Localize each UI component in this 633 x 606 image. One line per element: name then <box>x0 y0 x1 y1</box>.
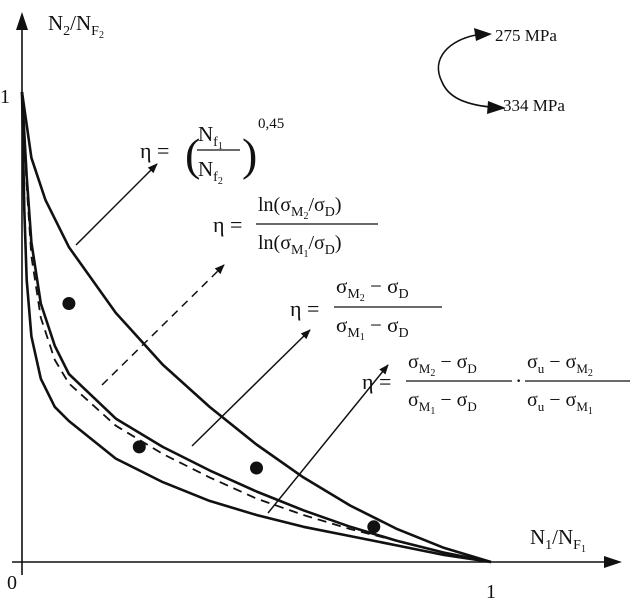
arrow-formula-1 <box>75 163 158 246</box>
formula-3: η = σM2 − σD σM1 − σD <box>290 274 442 343</box>
data-point-3 <box>250 461 263 475</box>
y-axis-label: N2/NF2 <box>48 11 104 41</box>
formula-1-paren-left: ( <box>185 129 200 180</box>
svg-text:σM2 − σD: σM2 − σD <box>408 351 477 379</box>
x-axis-label: N1/NF1 <box>530 525 586 555</box>
curves-group <box>20 91 492 564</box>
svg-text:·: · <box>515 368 522 393</box>
arrow-formula-2 <box>101 264 225 386</box>
curve-3 <box>20 91 492 564</box>
formula-1-paren-right: ) <box>242 129 257 180</box>
y-axis-arrow <box>16 12 28 30</box>
svg-text:η =: η = <box>140 138 169 163</box>
svg-text:Nf1: Nf1 <box>198 122 223 152</box>
load-sequence-arrow-tip-top <box>474 28 492 41</box>
svg-text:σu − σM1: σu − σM1 <box>527 389 593 417</box>
load-sequence-arrow <box>437 34 491 108</box>
stress-low-label: 334 MPa <box>503 96 565 115</box>
y-tick-label-1: 1 <box>0 86 10 108</box>
arrow-formula-3 <box>191 329 311 447</box>
svg-text:0,45: 0,45 <box>258 116 284 132</box>
svg-text:σM1 − σD: σM1 − σD <box>408 389 477 417</box>
experimental-points-group <box>62 297 381 534</box>
curve-4 <box>20 91 492 564</box>
x-axis-arrow <box>604 556 622 568</box>
formula-2: η = ln(σM2/σD) ln(σM1/σD) <box>213 194 378 260</box>
svg-text:σM1 − σD: σM1 − σD <box>336 313 409 343</box>
x-tick-label-1: 1 <box>486 581 496 603</box>
svg-text:σu − σM2: σu − σM2 <box>527 351 593 379</box>
data-point-2 <box>132 440 146 454</box>
svg-text:ln(σM2/σD): ln(σM2/σD) <box>258 194 342 222</box>
arrow-formula-4 <box>267 364 389 514</box>
stress-high-label: 275 MPa <box>495 26 557 45</box>
svg-text:η =: η = <box>362 369 391 394</box>
origin-label: 0 <box>7 572 17 594</box>
formula-4: η = σM2 − σD σM1 − σD · σu − σM2 σu − σM… <box>362 351 630 417</box>
data-point-4 <box>367 520 381 534</box>
data-point-1 <box>62 297 76 310</box>
curve-1 <box>20 91 492 564</box>
load-sequence-arrow-tip-bottom <box>487 101 506 114</box>
svg-text:σM2 − σD: σM2 − σD <box>336 274 409 304</box>
svg-text:Nf2: Nf2 <box>198 157 223 187</box>
load-sequence-indicator: 275 MPa 334 MPa <box>437 26 565 115</box>
formula-1: η = ( Nf1 Nf2 ) 0,45 <box>140 116 284 187</box>
svg-text:ln(σM1/σD): ln(σM1/σD) <box>258 232 342 260</box>
svg-text:η =: η = <box>213 212 242 237</box>
svg-text:η =: η = <box>290 296 319 321</box>
